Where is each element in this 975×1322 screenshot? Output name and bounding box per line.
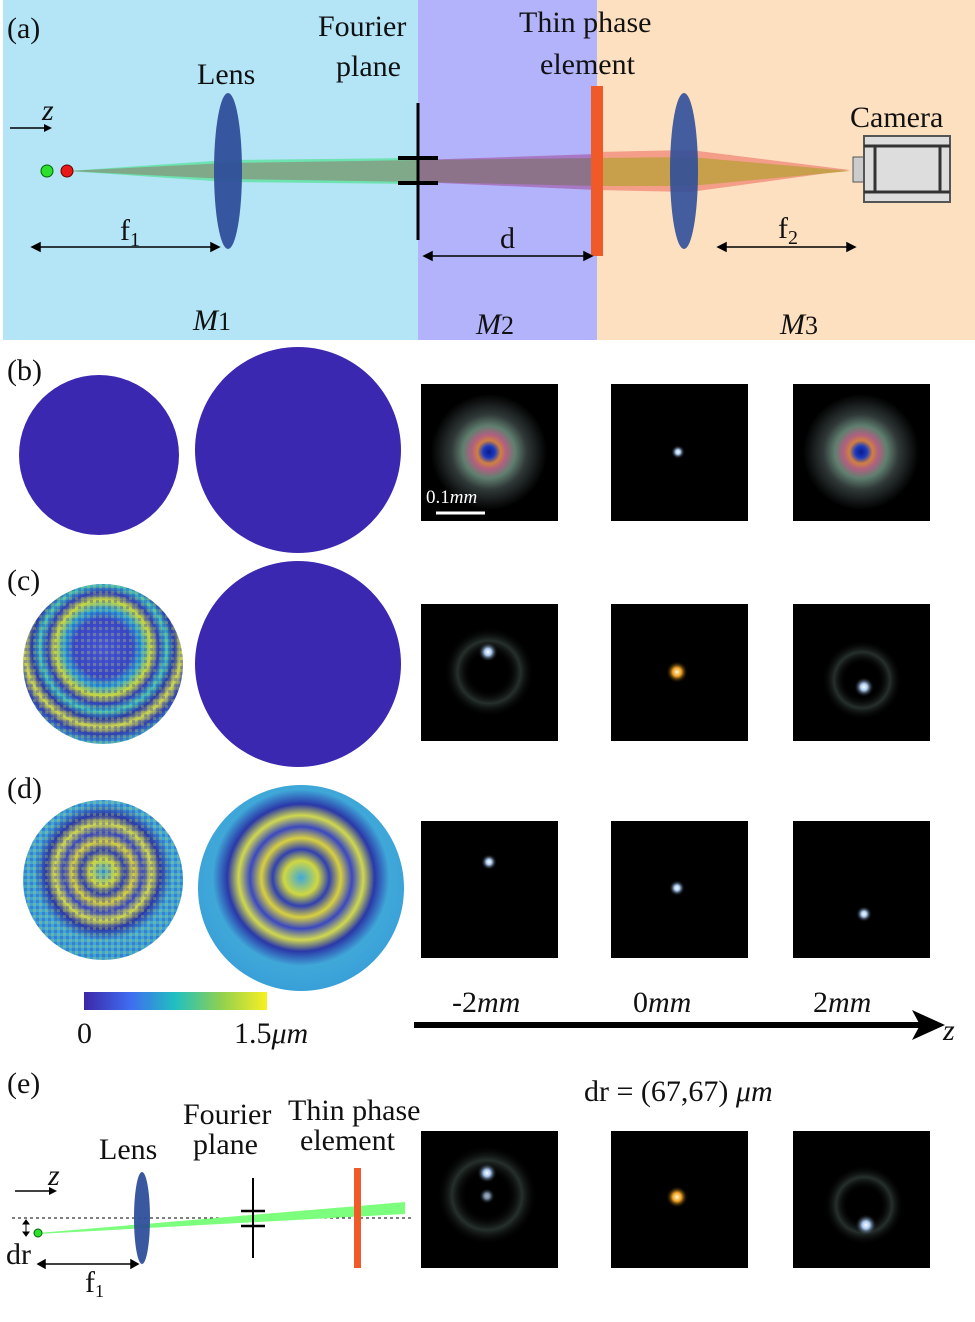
- psf-spot: [481, 854, 497, 870]
- f2-dimension-arrow: [716, 241, 857, 253]
- psf-2mm: [793, 821, 930, 958]
- fourier-label-1: Fourier: [183, 1098, 271, 1131]
- phase-element-icon: [591, 86, 603, 256]
- panel-label-d: (d): [7, 772, 42, 805]
- colorbar: 0 1.5μm: [77, 992, 308, 1050]
- fourier-plane-icon: [241, 1178, 265, 1258]
- psf-ring: [803, 394, 919, 510]
- panel-a: (a) Lens Fourier plane Thin phase elemen…: [3, 0, 975, 341]
- psf-halo: [824, 1165, 904, 1245]
- fourier-label-2: plane: [193, 1128, 258, 1161]
- red-source-point: [60, 164, 74, 178]
- phase-label-2: element: [540, 48, 636, 81]
- psf-spot: [855, 1214, 877, 1236]
- psf-spot: [856, 906, 872, 922]
- psf-spot: [854, 677, 874, 697]
- m3-label: M3: [779, 308, 818, 341]
- beam-red: [67, 160, 418, 182]
- z-axis: -2mm 0mm 2mm z: [414, 986, 955, 1047]
- phase-label-1: Thin phase: [519, 6, 651, 39]
- z-label: z: [41, 94, 54, 127]
- panel-c: (c): [7, 561, 930, 767]
- panel-label-c: (c): [7, 564, 40, 597]
- panel-e: (e) dr = (67,67) μm Lens Fourier plane T…: [6, 1067, 930, 1301]
- m1-label: M1: [192, 304, 231, 337]
- z-axis-arrowhead-icon: [912, 1010, 945, 1040]
- lens-label: Lens: [99, 1133, 157, 1166]
- colorbar-gradient: [84, 992, 267, 1010]
- panel-b: (b) 0.1mm: [7, 347, 930, 553]
- f2-label: f2: [778, 212, 798, 249]
- phase-element-icon: [354, 1168, 361, 1268]
- phase-map-1-texture: [23, 800, 183, 960]
- d-dimension-arrow: [422, 250, 594, 262]
- f1-dimension-arrow: [30, 241, 221, 253]
- lens-1-icon: [214, 93, 242, 249]
- psf-spot: [671, 445, 685, 459]
- z-tick-2: 2mm: [813, 986, 871, 1019]
- z-tick-minus2: -2mm: [452, 986, 520, 1019]
- d-label: d: [500, 222, 515, 255]
- z-axis-arrow-icon: [10, 124, 52, 132]
- lens-label: Lens: [197, 58, 255, 91]
- psf-spot: [479, 1188, 495, 1204]
- beam-m2-core: [418, 158, 597, 186]
- f1-label: f1: [85, 1266, 104, 1301]
- panel-label-b: (b): [7, 354, 42, 387]
- z-axis-arrow-icon: [15, 1187, 57, 1195]
- f1-dimension-arrow: [36, 1258, 140, 1270]
- phase-map-1-texture: [23, 584, 183, 744]
- colorbar-min: 0: [77, 1017, 92, 1050]
- phase-label-1: Thin phase: [288, 1094, 420, 1127]
- panel-d: (d): [7, 772, 930, 991]
- colorbar-max: 1.5μm: [234, 1017, 308, 1050]
- beam-green: [38, 1202, 405, 1234]
- phase-map-2: [198, 785, 404, 991]
- z-axis-label: z: [942, 1014, 955, 1047]
- source-point: [33, 1228, 43, 1238]
- psf-ring: [431, 394, 547, 510]
- psf-spot: [666, 661, 688, 683]
- z-label: z: [47, 1159, 60, 1192]
- green-source-point: [40, 164, 54, 178]
- panel-label-e: (e): [7, 1067, 40, 1100]
- psf-spot: [478, 642, 498, 662]
- fourier-label-1: Fourier: [318, 10, 406, 43]
- fourier-plane-icon: [398, 103, 438, 240]
- scale-bar-label: 0.1mm: [426, 487, 477, 508]
- z-tick-0: 0mm: [633, 986, 691, 1019]
- beam-m3-core: [597, 157, 850, 186]
- phase-map-2: [195, 561, 401, 767]
- camera-icon: [852, 135, 951, 203]
- psf-spot: [666, 1186, 688, 1208]
- fourier-label-2: plane: [336, 50, 401, 83]
- dr-dimension-arrow: [22, 1219, 30, 1237]
- f1-label: f1: [120, 214, 140, 251]
- camera-label: Camera: [850, 101, 943, 134]
- psf-spot: [669, 880, 685, 896]
- panel-label-a: (a): [7, 12, 40, 45]
- psf-halo: [444, 627, 534, 717]
- phase-label-2: element: [300, 1124, 396, 1157]
- m2-label: M2: [475, 308, 514, 341]
- dr-label: dr: [6, 1238, 31, 1271]
- psf-minus2mm: [421, 821, 558, 958]
- phase-map-2: [195, 347, 401, 553]
- psf-spot: [477, 1163, 497, 1183]
- lens-2-icon: [670, 93, 698, 249]
- phase-map-1: [19, 375, 179, 535]
- dr-value-label: dr = (67,67) μm: [584, 1075, 773, 1108]
- lens-icon: [134, 1172, 150, 1264]
